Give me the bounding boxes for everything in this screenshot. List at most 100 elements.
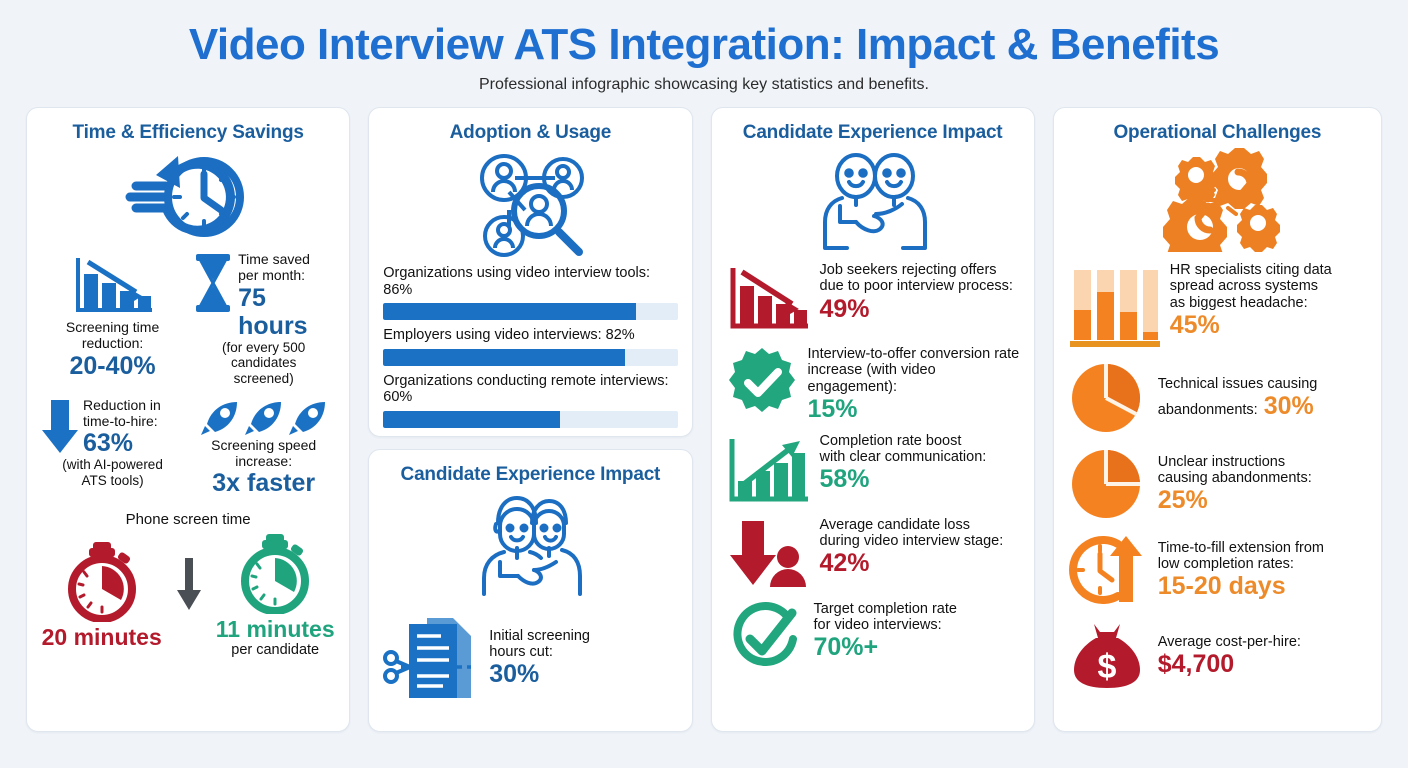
job-seekers-label-line2: due to poor interview process: <box>819 278 1013 295</box>
screening-label-line2: reduction: <box>81 334 144 351</box>
bar-label: Organizations conducting remote intervie… <box>383 372 669 406</box>
phone-screen-after: 11 minutes per candidate <box>216 532 335 659</box>
card-operational-challenges: Operational Challenges <box>1052 107 1382 733</box>
unclear-instructions-label-line2: causing abandonments: <box>1157 470 1312 487</box>
completion-boost-value: 58% <box>819 465 870 494</box>
down-arrow-icon <box>41 398 79 456</box>
page-subtitle: Professional infographic showcasing key … <box>478 76 929 94</box>
phone-screen-before: 20 minutes <box>42 540 162 651</box>
completion-boost-label-line2: with clear communication: <box>819 449 987 466</box>
hourglass-icon <box>192 252 234 314</box>
svg-text:$: $ <box>1097 648 1116 686</box>
pie-chart-25-icon <box>1068 446 1148 522</box>
row-timetohire-and-speed: Reduction in time-to-hire: 63% (with AI-… <box>41 397 335 497</box>
stat-target-completion: Target completion rate for video intervi… <box>726 601 1020 677</box>
card-title-candidate-main: Candidate Experience Impact <box>742 122 1003 144</box>
hr-specialists-label-line3: as biggest headache: <box>1169 294 1308 311</box>
initial-screening-label-line1: Initial screening <box>489 627 590 644</box>
interview-to-offer-text: Interview-to-offer conversion rate incre… <box>808 346 1020 423</box>
page-title: Video Interview ATS Integration: Impact … <box>188 20 1220 69</box>
phone-screen-title: Phone screen time <box>125 511 251 529</box>
phone-after-sub: per candidate <box>231 642 320 659</box>
rising-bar-chart-icon <box>726 433 810 507</box>
header: Video Interview ATS Integration: Impact … <box>0 0 1408 94</box>
timesaved-note-line1: (for every 500 <box>222 339 306 355</box>
target-completion-label-line1: Target completion rate <box>813 600 957 617</box>
orange-stacked-bar-chart-icon <box>1068 262 1160 350</box>
two-people-handshake-icon <box>726 148 1020 252</box>
screening-label-line1: Screening time <box>65 319 160 336</box>
technical-issues-text: Technical issues causing abandonments: 3… <box>1158 376 1367 420</box>
hr-specialists-value: 45% <box>1169 310 1220 339</box>
bar-fill <box>383 410 560 428</box>
stat-time-to-hire: Reduction in time-to-hire: 63% (with AI-… <box>41 397 184 497</box>
technical-issues-label-line2: abandonments: <box>1157 402 1258 419</box>
stat-interview-to-offer: Interview-to-offer conversion rate incre… <box>726 346 1020 423</box>
hr-specialists-text: HR specialists citing data spread across… <box>1170 262 1367 339</box>
stat-time-saved: Time saved per month: 75 hours (for ever… <box>192 252 335 386</box>
row-screening-and-timesaved: Screening time reduction: 20-40% <box>41 252 335 386</box>
stat-candidate-loss: Average candidate loss during video inte… <box>726 517 1020 591</box>
card-title-candidate-left: Candidate Experience Impact <box>400 464 661 486</box>
stat-hr-specialists: HR specialists citing data spread across… <box>1068 262 1367 350</box>
pie-chart-30-icon <box>1068 360 1148 436</box>
candidate-loss-value: 42% <box>819 549 870 578</box>
check-circle-icon <box>726 601 804 677</box>
bar-fill <box>383 348 625 366</box>
timesaved-note-line3: screened) <box>233 370 294 386</box>
stat-screening-time: Screening time reduction: 20-40% <box>41 252 184 386</box>
column-3: Candidate Experience Impact <box>710 107 1035 733</box>
unclear-instructions-text: Unclear instructions causing abandonment… <box>1158 454 1367 514</box>
interview-to-offer-label-line2: increase (with video engagement): <box>807 362 936 395</box>
initial-screening-text: Initial screening hours cut: 30% <box>489 628 677 688</box>
screening-value: 20-40% <box>69 351 156 380</box>
bar-fill <box>383 303 637 321</box>
timesaved-label-line2: per month: <box>238 266 306 283</box>
initial-screening-label-line2: hours cut: <box>489 644 553 661</box>
money-bag-icon: $ <box>1068 618 1148 694</box>
two-people-handshake-icon <box>383 490 677 598</box>
column-4: Operational Challenges <box>1052 107 1382 733</box>
candidate-loss-label-line1: Average candidate loss <box>819 516 970 533</box>
broken-gears-chain-icon <box>1068 148 1367 253</box>
phone-screen-comparison: 20 minutes <box>41 532 335 659</box>
card-adoption-usage: Adoption & Usage <box>368 107 693 438</box>
stat-completion-boost: Completion rate boost with clear communi… <box>726 433 1020 507</box>
target-completion-text: Target completion rate for video intervi… <box>814 601 1020 661</box>
stat-unclear-instructions: Unclear instructions causing abandonment… <box>1068 446 1367 522</box>
time-to-fill-text: Time-to-fill extension from low completi… <box>1158 540 1367 600</box>
stat-screening-speed: Screening speed increase: 3x faster <box>192 398 335 497</box>
unclear-instructions-value: 25% <box>1157 486 1208 515</box>
bar-track <box>383 303 678 321</box>
unclear-instructions-label-line1: Unclear instructions <box>1157 453 1286 470</box>
bar-label: Employers using video interviews: 82% <box>383 327 635 344</box>
interview-to-offer-value: 15% <box>807 394 858 423</box>
stopwatch-red-icon <box>42 540 162 623</box>
down-arrow-gray-icon <box>176 556 202 612</box>
card-title-time-efficiency: Time & Efficiency Savings <box>72 122 304 144</box>
time-to-fill-label-line1: Time-to-fill extension from <box>1157 539 1325 556</box>
cut-document-icon <box>383 612 479 704</box>
time-to-fill-label-line2: low completion rates: <box>1157 556 1294 573</box>
stopwatch-green-icon <box>216 532 335 615</box>
interview-to-offer-label-line1: Interview-to-offer conversion rate <box>807 346 1020 363</box>
speed-label-line1: Screening speed <box>211 437 317 454</box>
time-to-fill-value: 15-20 days <box>1157 572 1286 601</box>
bar-block: Organizations using video interview tool… <box>383 265 678 321</box>
phone-after-value: 11 minutes <box>215 616 335 643</box>
clock-up-arrow-icon <box>1068 532 1148 608</box>
clock-rewind-icon <box>41 148 335 246</box>
column-2: Adoption & Usage <box>368 107 693 733</box>
candidate-loss-label-line2: during video interview stage: <box>819 533 1004 550</box>
target-completion-value: 70%+ <box>813 633 879 662</box>
job-seekers-value: 49% <box>819 294 870 323</box>
speed-value: 3x faster <box>212 469 316 498</box>
hr-specialists-label-line2: spread across systems <box>1169 278 1319 295</box>
stat-technical-issues: Technical issues causing abandonments: 3… <box>1068 360 1367 436</box>
timetohire-note-line2: ATS tools) <box>81 472 144 488</box>
stat-cost-per-hire: $ Average cost-per-hire: $4,700 <box>1068 618 1367 694</box>
column-1: Time & Efficiency Savings <box>26 107 351 733</box>
cost-per-hire-text: Average cost-per-hire: $4,700 <box>1158 634 1367 678</box>
timesaved-note-line2: candidates <box>231 355 297 371</box>
timetohire-note-line1: (with AI-powered <box>62 457 163 473</box>
